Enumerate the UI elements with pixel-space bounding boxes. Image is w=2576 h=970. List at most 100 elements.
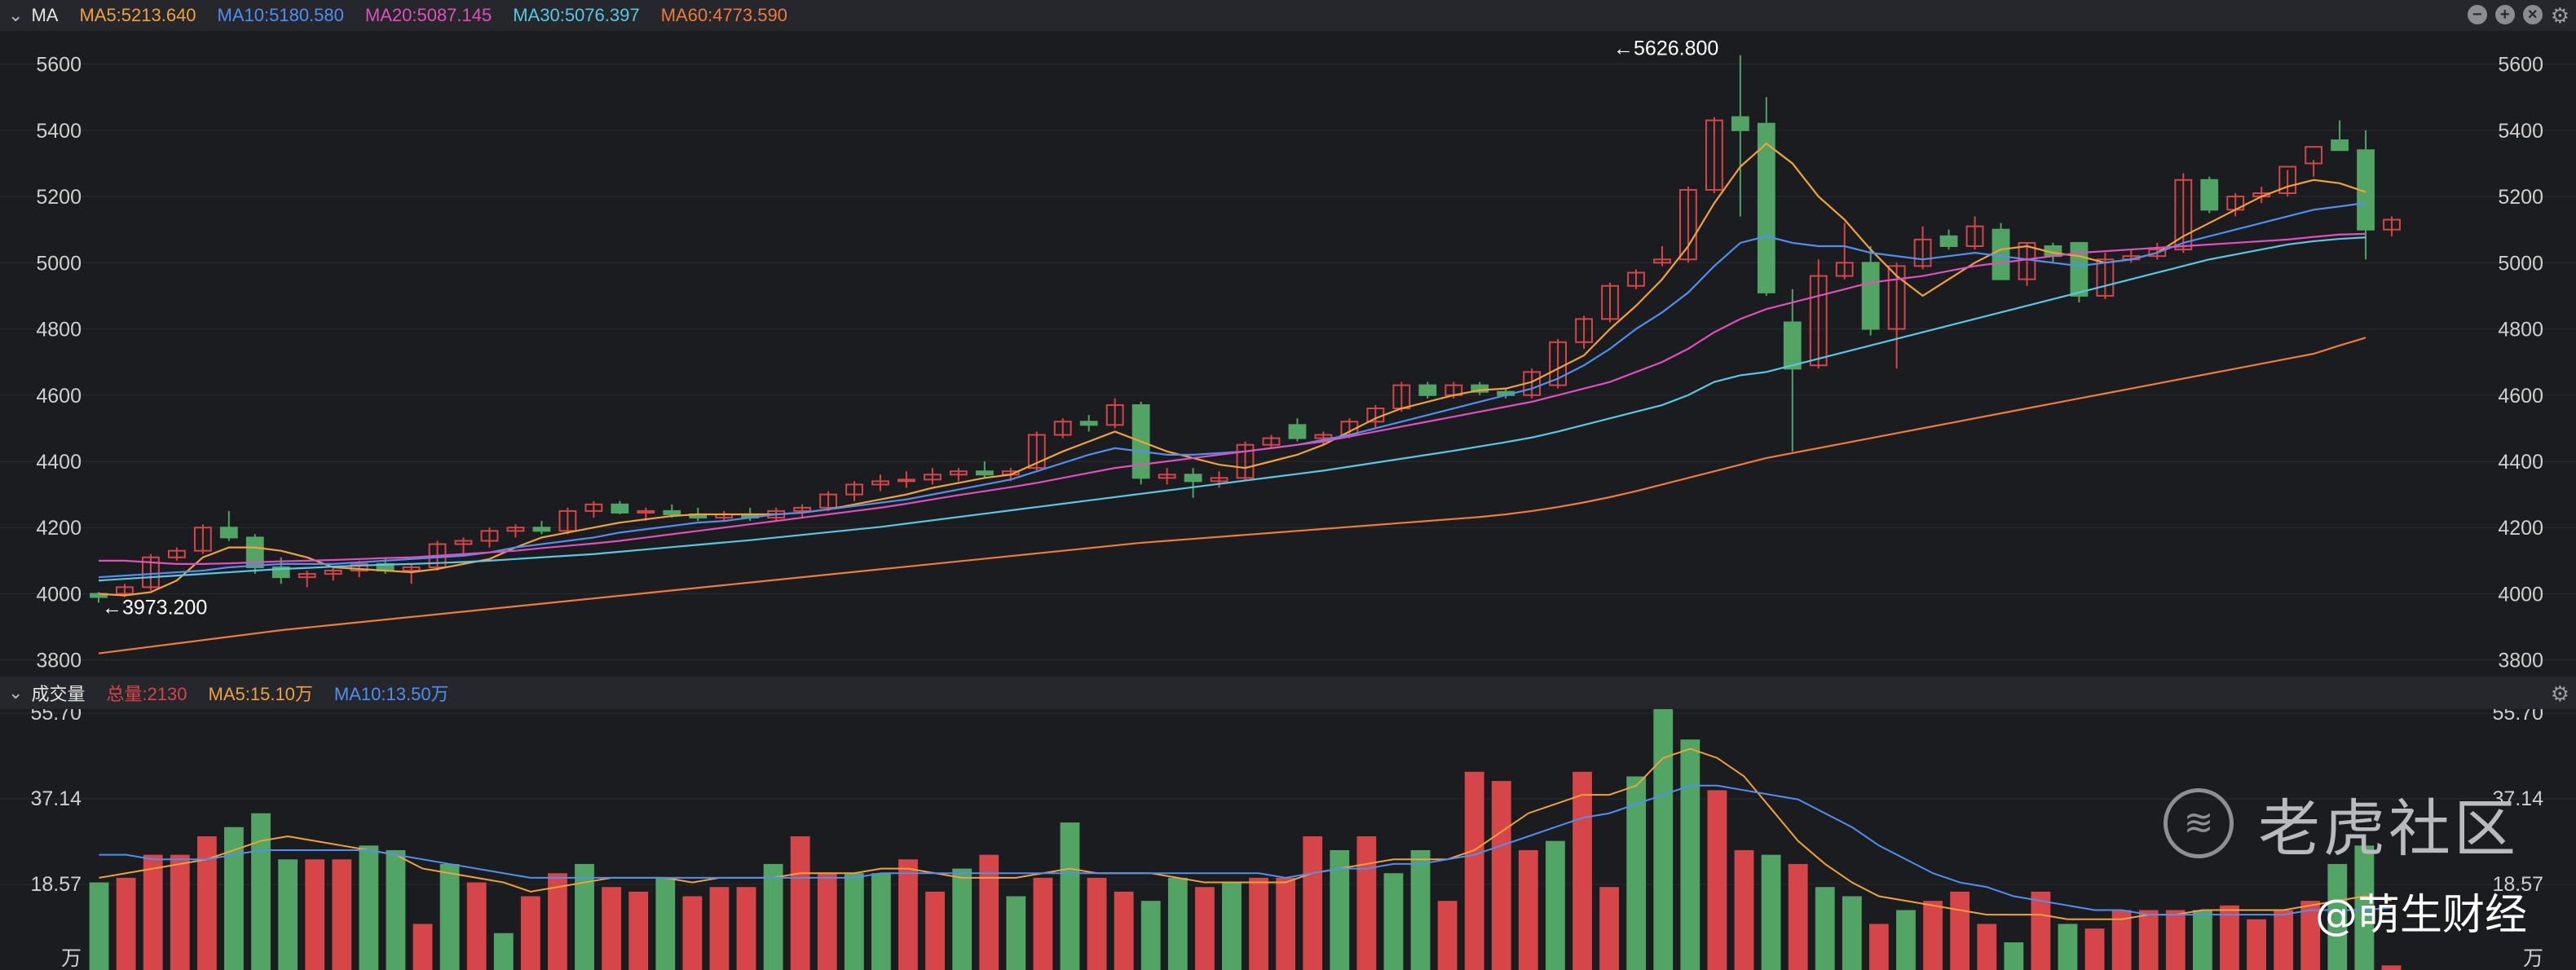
vol-ma-line-ma10 [99,784,2392,916]
candle-body [819,493,837,509]
candle-body [2278,165,2297,195]
volume-bar [1599,887,1620,970]
volume-bar [790,836,810,970]
candle-body [1105,403,1124,426]
legend-ma10: MA10:5180.580 [217,5,344,25]
volume-bar [1518,849,1538,970]
watermark: ≋ 老虎社区 [2164,778,2519,868]
volume-bar [952,868,973,970]
gear-icon[interactable]: ⚙ [2550,681,2569,706]
legend-ma30: MA30:5076.397 [513,5,640,25]
volume-bar [2165,910,2186,970]
volume-bar [2138,910,2159,970]
volume-bar [1383,873,1404,970]
candle-body [975,470,994,476]
volume-bar [1626,776,1647,970]
volume-bar [1356,836,1377,970]
candle-body [1236,443,1255,479]
volume-bar [1573,771,1592,970]
volume-bar [1249,877,1268,970]
volume-bar [1410,849,1431,970]
y-tick-right: 37.14 [2492,787,2543,810]
ma-line-ma20 [98,232,2366,566]
volume-bar [548,873,567,970]
candle-body [402,566,421,572]
volume-bar [2327,863,2348,970]
volume-bar [1869,924,1889,970]
y-tick-left: 4800 [36,319,82,342]
candle-body [1861,262,1880,330]
volume-bar [2084,928,2105,970]
volume-bar [736,887,756,970]
volume-bar [1491,781,1511,970]
volume-bar [2111,910,2132,970]
plus-icon[interactable]: + [2494,5,2515,24]
volume-bar [1140,901,1161,970]
volume-bar [196,836,217,970]
volume-bar [844,873,864,970]
volume-bar [116,877,136,970]
volume-bar [655,877,676,970]
candle-body [298,573,316,579]
volume-bar [493,933,514,970]
candle-body [584,503,603,512]
candle-body [2383,218,2401,231]
y-tick-right: 4400 [2498,451,2543,474]
y-tick-right: 5200 [2498,186,2543,209]
minus-icon[interactable]: − [2467,5,2487,24]
y-tick-right: 5400 [2498,120,2543,143]
watermark-text: 老虎社区 [2258,792,2519,865]
volume-bar [629,891,649,970]
legend-ma60: MA60:4773.590 [660,5,787,25]
candle-body [2174,179,2193,251]
candle-body [506,527,525,532]
volume-bar [1653,709,1674,970]
volume-bar [1167,877,1188,970]
y-tick-left: 5200 [36,186,82,209]
candle-body [1679,188,1697,261]
volume-bar [278,859,298,970]
volume-bar [898,859,918,970]
legend-vol-ma5: MA5:15.10万 [208,684,313,704]
candle-body [637,509,655,514]
volume-bar [1303,836,1323,970]
gear-icon[interactable]: ⚙ [2550,3,2569,28]
volume-bar [1006,896,1026,970]
close-icon[interactable]: × [2522,5,2543,24]
candle-body [1210,477,1228,483]
volume-bar [1842,896,1862,970]
collapse-chevron-icon[interactable]: ⌄ [8,682,24,703]
y-tick-left: 5400 [36,120,82,143]
volume-chart[interactable]: 55.70 55.70 37.14 37.14 18.57 18.57 万 万 [0,709,2576,970]
candle-body [1783,321,1802,370]
candle-body [923,474,942,481]
y-tick-right: 4800 [2498,319,2543,342]
candle-body [663,509,681,515]
volume-bar [224,827,244,970]
candle-body [1939,235,1958,247]
legend-total-volume: 总量:2130 [106,684,187,704]
collapse-chevron-icon[interactable]: ⌄ [8,5,24,25]
volume-bar [386,849,406,970]
candle-body [2305,146,2323,165]
price-chart[interactable]: 5600 5600 5400 5400 5200 5200 5000 5000 4800 4800… [0,31,2576,677]
candle-body [1314,434,1333,439]
candle-body [1653,258,1671,264]
volume-bar [709,887,730,970]
y-tick-right: 4600 [2498,385,2543,408]
volume-bar [466,882,487,970]
extreme-annotation: ←3973.200 [102,596,207,619]
y-tick-right: 万 [2523,947,2543,970]
volume-bar [682,896,703,970]
volume-bar [763,863,783,970]
y-tick-left: 55.70 [30,709,82,725]
candle-body [1158,474,1176,479]
extreme-annotation: ←5626.800 [1613,37,1718,60]
candle-body [116,586,134,595]
volume-bar [251,813,271,970]
volume-bar [1734,849,1754,970]
volume-bar [1761,854,1781,970]
volume-bar [2247,919,2266,970]
y-tick-left: 18.57 [30,873,82,896]
volume-bar [1923,901,1943,970]
